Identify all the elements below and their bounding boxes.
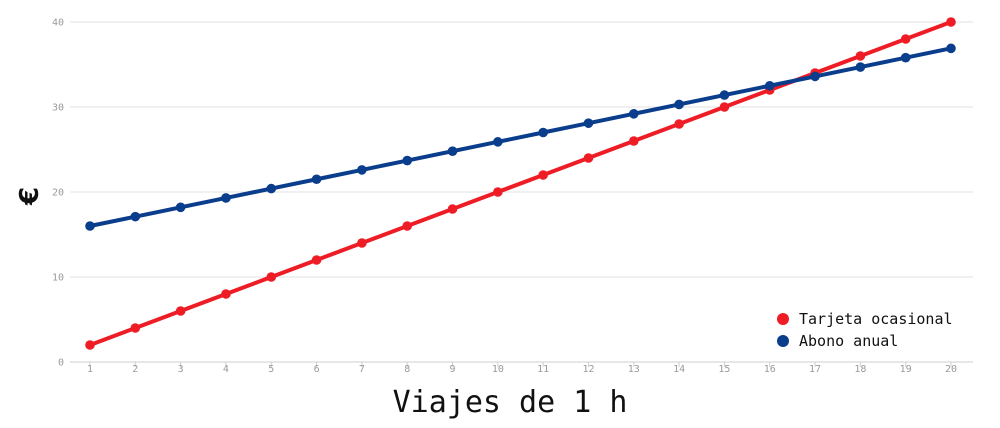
x-tick-label: 19 bbox=[900, 364, 912, 375]
x-tick-label: 8 bbox=[404, 364, 410, 375]
data-point-tarjeta-ocasional bbox=[583, 153, 594, 163]
data-point-abono-anual bbox=[764, 80, 775, 91]
data-point-abono-anual bbox=[538, 127, 548, 138]
data-point-tarjeta-ocasional bbox=[447, 204, 458, 214]
data-point-abono-anual bbox=[674, 99, 684, 110]
data-point-abono-anual bbox=[493, 137, 503, 147]
data-point-abono-anual bbox=[85, 221, 95, 231]
data-point-abono-anual bbox=[402, 155, 413, 166]
series-tarjeta-ocasional bbox=[85, 17, 956, 350]
data-point-tarjeta-ocasional bbox=[946, 17, 956, 27]
x-tick-label: 14 bbox=[673, 364, 685, 375]
y-tick-label: 40 bbox=[52, 18, 64, 29]
data-point-abono-anual bbox=[357, 165, 367, 175]
y-tick-label: 20 bbox=[52, 188, 64, 199]
x-tick-label: 16 bbox=[764, 364, 776, 375]
data-point-tarjeta-ocasional bbox=[266, 272, 277, 282]
data-point-tarjeta-ocasional bbox=[493, 187, 503, 197]
data-point-abono-anual bbox=[175, 202, 186, 213]
y-tick-label: 10 bbox=[52, 273, 64, 284]
x-tick-label: 4 bbox=[223, 364, 229, 375]
x-tick-label: 15 bbox=[718, 364, 730, 375]
data-point-tarjeta-ocasional bbox=[175, 306, 186, 316]
y-tick-label: 30 bbox=[52, 103, 64, 114]
data-point-tarjeta-ocasional bbox=[402, 221, 413, 231]
x-tick-label: 3 bbox=[178, 364, 184, 375]
series-lines bbox=[85, 17, 956, 350]
x-tick-label: 5 bbox=[268, 364, 274, 375]
data-point-tarjeta-ocasional bbox=[855, 51, 866, 61]
series-line-tarjeta-ocasional bbox=[88, 20, 953, 347]
x-axis-ticks: 1 2 3 4 5 6 7 8 9 10 11 12 13 14 15 16 17 18 19 20 bbox=[87, 362, 957, 375]
x-axis-label: Viajes de 1 h bbox=[393, 385, 628, 420]
data-point-abono-anual bbox=[946, 43, 956, 54]
x-tick-label: 6 bbox=[314, 364, 320, 375]
y-tick-label: 0 bbox=[58, 358, 64, 369]
data-point-tarjeta-ocasional bbox=[221, 289, 231, 299]
y-axis-ticks: 0 10 20 30 40 bbox=[52, 18, 64, 369]
legend-label-abono: Abono anual bbox=[799, 332, 898, 350]
x-tick-label: 18 bbox=[854, 364, 866, 375]
legend-swatch-tarjeta bbox=[777, 313, 789, 325]
data-point-tarjeta-ocasional bbox=[357, 238, 367, 248]
legend-item-abono: Abono anual bbox=[777, 332, 898, 350]
data-point-abono-anual bbox=[266, 183, 277, 194]
x-tick-label: 17 bbox=[809, 364, 821, 375]
data-point-abono-anual bbox=[447, 146, 458, 156]
x-tick-label: 10 bbox=[492, 364, 504, 375]
x-tick-label: 11 bbox=[537, 364, 549, 375]
data-point-abono-anual bbox=[855, 62, 866, 72]
series-abono-anual bbox=[85, 43, 956, 231]
legend-item-tarjeta: Tarjeta ocasional bbox=[777, 310, 953, 328]
data-point-tarjeta-ocasional bbox=[130, 323, 141, 333]
legend-swatch-abono bbox=[777, 335, 789, 347]
data-point-abono-anual bbox=[130, 211, 141, 222]
data-point-abono-anual bbox=[311, 174, 322, 185]
data-point-abono-anual bbox=[628, 109, 639, 119]
gridlines bbox=[70, 21, 973, 363]
data-point-tarjeta-ocasional bbox=[538, 170, 548, 180]
data-point-abono-anual bbox=[719, 90, 730, 100]
y-axis-label: € bbox=[15, 187, 45, 206]
x-tick-label: 7 bbox=[359, 364, 365, 375]
data-point-tarjeta-ocasional bbox=[628, 136, 639, 146]
data-point-abono-anual bbox=[221, 193, 231, 203]
data-point-tarjeta-ocasional bbox=[311, 255, 322, 265]
legend-label-tarjeta: Tarjeta ocasional bbox=[799, 310, 953, 328]
data-point-abono-anual bbox=[900, 52, 911, 63]
series-line-abono-anual bbox=[88, 46, 953, 228]
x-tick-label: 9 bbox=[450, 364, 456, 375]
data-point-tarjeta-ocasional bbox=[674, 119, 684, 129]
legend: Tarjeta ocasional Abono anual bbox=[777, 310, 953, 350]
x-tick-label: 12 bbox=[582, 364, 594, 375]
data-point-abono-anual bbox=[810, 71, 820, 82]
x-tick-label: 1 bbox=[87, 364, 93, 375]
x-tick-label: 2 bbox=[132, 364, 138, 375]
x-tick-label: 13 bbox=[628, 364, 640, 375]
data-point-tarjeta-ocasional bbox=[85, 340, 95, 350]
x-tick-label: 20 bbox=[945, 364, 957, 375]
data-point-tarjeta-ocasional bbox=[719, 102, 730, 112]
data-point-abono-anual bbox=[583, 118, 594, 128]
data-point-tarjeta-ocasional bbox=[900, 34, 911, 44]
